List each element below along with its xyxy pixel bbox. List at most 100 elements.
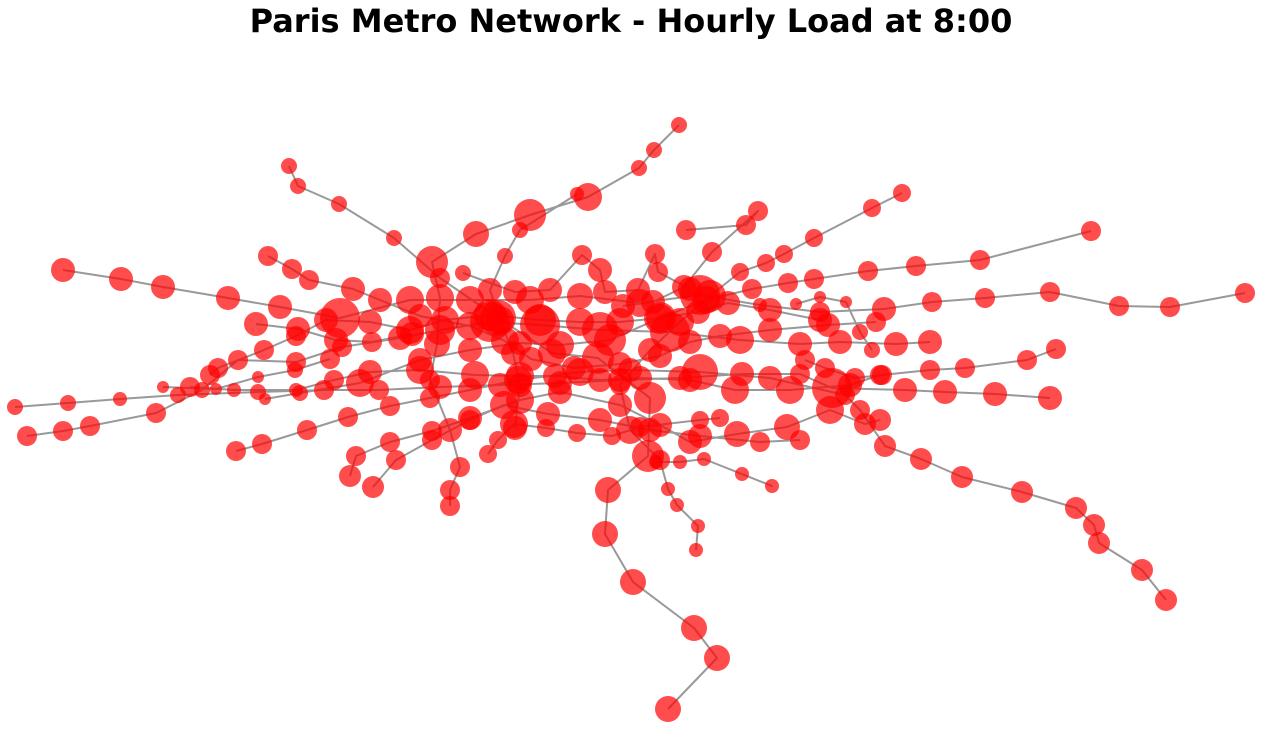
station-node [750,432,770,452]
station-node [630,417,650,437]
station-node [252,371,264,383]
station-node [906,256,926,276]
station-node [226,441,246,461]
station-node [736,215,756,235]
station-node [227,383,241,397]
station-node [538,278,562,302]
station-node [286,317,310,341]
station-node [866,312,886,332]
station-node [216,286,240,310]
station-node [299,270,319,290]
station-node [765,479,779,493]
station-node [970,250,990,270]
station-node [400,322,424,346]
station-node [790,430,810,450]
station-node [603,427,621,445]
station-node [1011,481,1033,503]
station-node [572,245,592,265]
station-node [608,352,632,376]
station-node [1040,282,1060,302]
station-node [721,376,749,404]
station-node [678,330,702,354]
station-node [893,378,917,402]
station-node [1046,339,1066,359]
station-node [884,332,908,356]
station-node [716,291,740,315]
station-node [689,543,703,557]
station-node [691,519,705,533]
station-node [922,292,942,312]
station-node [918,330,942,354]
station-node [268,295,292,319]
station-node [595,477,621,503]
station-node [324,370,344,390]
station-node [369,380,389,400]
station-node [742,279,762,299]
station-node [673,455,687,469]
station-node [1038,386,1062,410]
station-node [611,294,635,318]
station-node [543,364,567,388]
station-node [795,350,815,370]
station-node [724,421,750,447]
station-node [109,267,133,291]
station-node [648,344,672,368]
station-node [146,403,166,423]
station-node [508,373,532,397]
station-node [910,448,932,470]
station-node [634,382,666,414]
station-node [726,326,754,354]
station-node [463,221,489,247]
station-node [1081,221,1101,241]
station-node [983,382,1007,406]
station-node [17,426,37,446]
station-node [157,381,169,393]
station-node [7,399,23,415]
station-node [297,420,317,440]
station-node [840,296,852,308]
station-node [852,324,868,340]
station-node [362,476,384,498]
station-node [570,187,584,201]
station-node [430,268,450,288]
station-node [338,407,358,427]
station-node [646,142,662,158]
station-node [691,411,709,429]
station-node [566,308,594,336]
station-node [380,432,400,452]
station-node [440,496,460,516]
station-node [645,244,665,264]
station-node [438,418,462,442]
nodes-layer [7,117,1255,722]
station-node [341,277,365,301]
station-node [287,362,303,378]
station-node [386,450,406,470]
station-node [289,383,303,397]
station-node [500,410,528,438]
station-node [776,376,804,404]
station-node [1017,350,1037,370]
station-node [290,178,306,194]
station-node [588,368,612,392]
station-node [975,288,995,308]
station-node [920,360,940,380]
station-node [455,265,471,281]
station-node [775,245,793,263]
station-node [314,308,338,332]
station-node [688,424,712,448]
station-node [331,196,347,212]
station-node [426,284,454,312]
station-node [790,298,802,310]
station-node [422,430,442,450]
station-node [676,220,696,240]
station-node [655,696,681,722]
station-node [208,358,228,378]
station-node [816,396,844,424]
station-node [648,262,668,282]
station-node [440,480,460,500]
station-node [210,383,222,395]
station-node [804,269,824,289]
station-node [546,331,574,359]
station-node [113,392,127,406]
station-node [593,280,617,304]
